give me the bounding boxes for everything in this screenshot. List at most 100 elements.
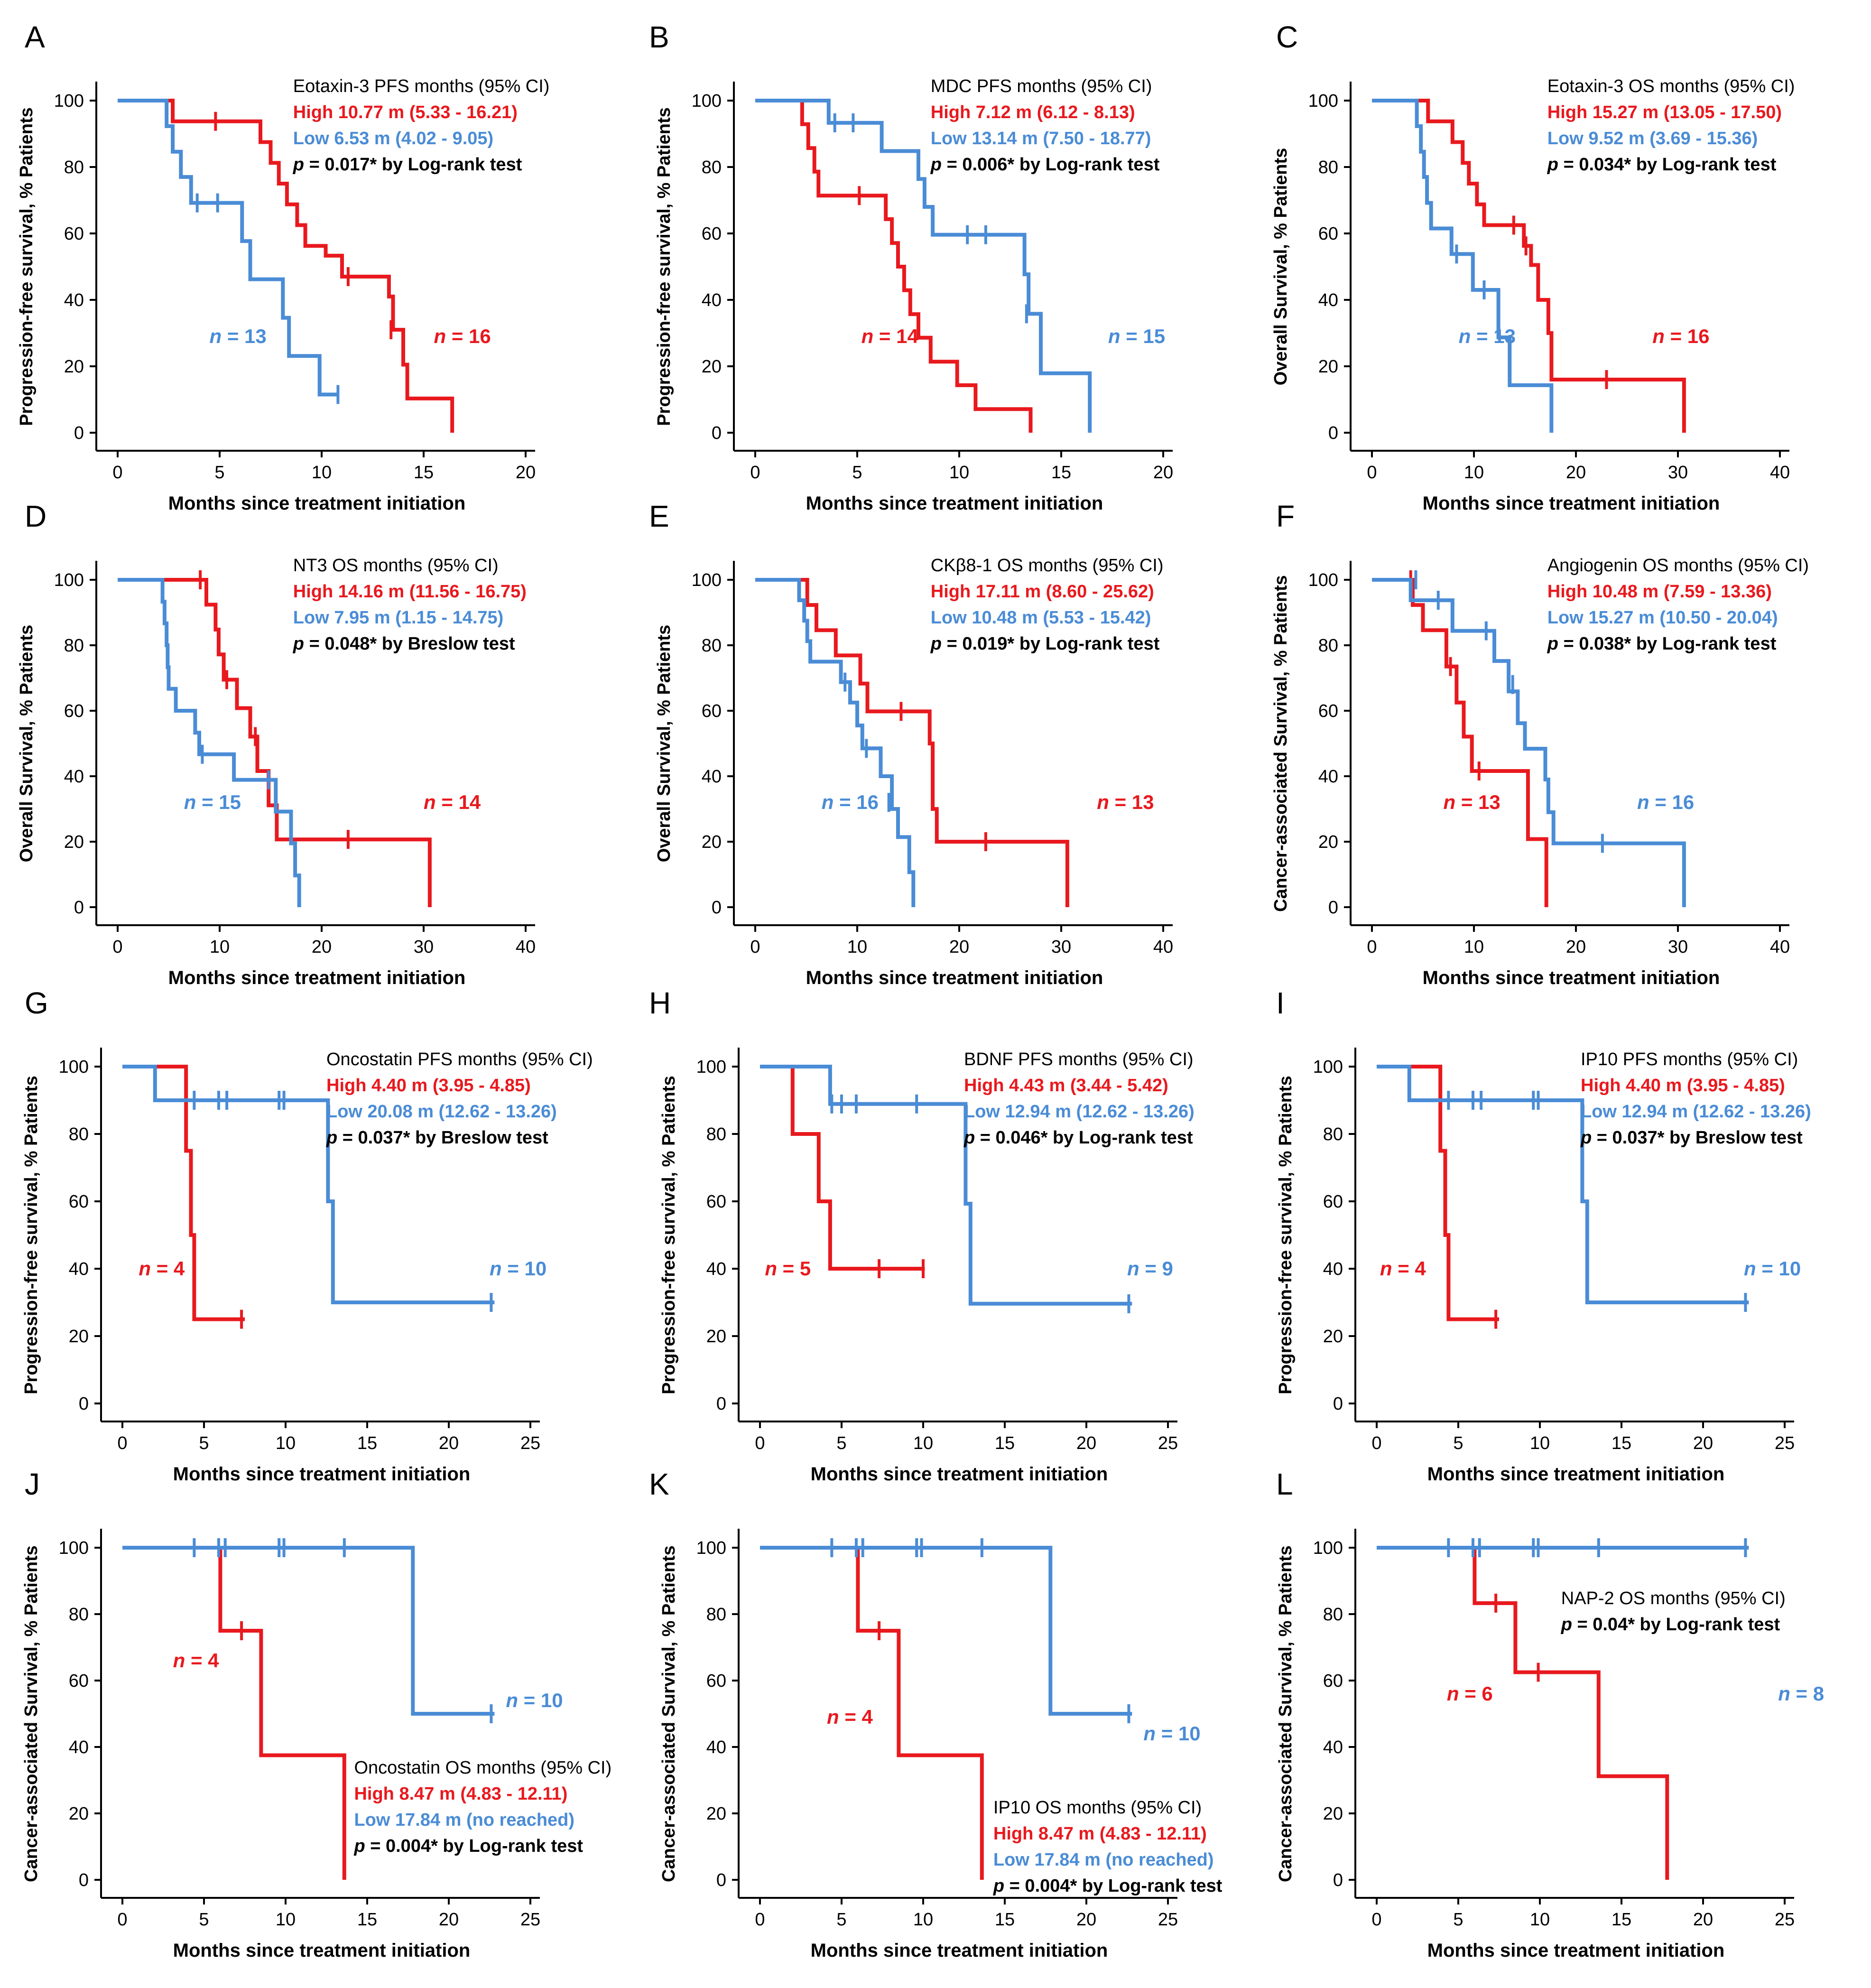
p-value-text: p = 0.019* by Log-rank test: [930, 634, 1160, 654]
n-symbol: n: [1778, 1682, 1790, 1705]
n-label-low: n = 10: [506, 1689, 563, 1711]
median-low: Low 17.84 m (no reached): [993, 1850, 1214, 1870]
n-symbol: n: [1108, 325, 1121, 347]
n-label-low: n = 13: [1459, 325, 1516, 347]
stats-title: Oncostatin OS months (95% CI): [354, 1758, 611, 1778]
km-curve-high: [118, 578, 432, 907]
x-tick-label: 15: [1612, 1433, 1631, 1453]
y-tick-label: 20: [706, 1327, 726, 1347]
panel-c: C 0 20 40 60 80 100 0 10 20 30 40 Months since treat…: [1271, 20, 1795, 514]
n-symbol: n: [1447, 1682, 1459, 1705]
median-high: High 14.16 m (11.56 - 16.75): [293, 582, 527, 602]
y-tick-label: 80: [64, 636, 84, 656]
n-label-high: n = 4: [173, 1649, 220, 1672]
p-value: = 0.004* by Log-rank test: [1004, 1876, 1223, 1896]
y-tick-label: 60: [1318, 224, 1338, 244]
y-tick-label: 0: [74, 898, 84, 918]
n-label-high: n = 16: [434, 325, 491, 347]
x-tick-label: 20: [1076, 1910, 1096, 1930]
y-tick-label: 20: [702, 357, 722, 377]
p-value-text: p = 0.046* by Log-rank test: [963, 1128, 1193, 1148]
stats-title: Eotaxin-3 OS months (95% CI): [1547, 76, 1795, 96]
n-label-low: n = 16: [1637, 791, 1694, 813]
median-high: High 8.47 m (4.83 - 12.11): [354, 1784, 567, 1804]
x-axis-label: Months since treatment initiation: [1427, 1464, 1725, 1485]
stats-title: Angiogenin OS months (95% CI): [1547, 556, 1809, 576]
stats-title: NAP-2 OS months (95% CI): [1561, 1589, 1786, 1608]
y-tick-label: 100: [692, 570, 722, 590]
median-low: Low 20.08 m (12.62 - 13.26): [326, 1102, 557, 1122]
x-tick-label: 40: [1770, 463, 1790, 483]
median-low: Low 10.48 m (5.53 - 15.42): [931, 608, 1151, 628]
p-value: = 0.017* by Log-rank test: [304, 155, 522, 175]
y-axis-label: Progression-free survival, % Patients: [17, 107, 37, 426]
x-tick-label: 10: [276, 1910, 296, 1930]
y-tick-label: 40: [702, 290, 722, 310]
y-tick-label: 0: [716, 1870, 726, 1890]
n-symbol: n: [827, 1706, 839, 1728]
x-tick-label: 20: [1566, 463, 1586, 483]
p-symbol: p: [293, 155, 304, 175]
y-axis-label: Progression-free survival, % Patients: [659, 1076, 679, 1394]
y-tick-label: 80: [1323, 1124, 1343, 1144]
stats-title: IP10 OS months (95% CI): [993, 1798, 1202, 1818]
p-value-text: p = 0.017* by Log-rank test: [293, 155, 522, 175]
panel-letter: E: [649, 499, 669, 533]
x-tick-label: 5: [199, 1433, 209, 1453]
n-value: = 6: [1459, 1682, 1493, 1705]
x-tick-label: 15: [995, 1910, 1015, 1930]
x-axis-label: Months since treatment initiation: [811, 1940, 1108, 1961]
km-curve-high: [1372, 578, 1548, 907]
y-tick-label: 60: [1323, 1192, 1343, 1212]
median-high: High 15.27 m (13.05 - 17.50): [1547, 102, 1782, 122]
x-tick-label: 15: [357, 1910, 377, 1930]
stats-title: IP10 PFS months (95% CI): [1581, 1050, 1798, 1069]
n-label-low: n = 8: [1778, 1682, 1824, 1705]
stats-title: MDC PFS months (95% CI): [931, 76, 1152, 96]
n-value: = 16: [834, 791, 879, 813]
n-value: = 13: [222, 325, 267, 347]
x-tick-label: 20: [439, 1433, 459, 1453]
y-tick-label: 0: [1333, 1870, 1343, 1890]
y-tick-label: 80: [1323, 1605, 1343, 1625]
y-tick-label: 20: [1318, 832, 1338, 852]
x-tick-label: 10: [312, 463, 332, 483]
km-curve-low: [755, 578, 916, 907]
km-curve-high: [1377, 1065, 1499, 1321]
n-label-low: n = 16: [822, 791, 879, 813]
km-curve-low: [118, 578, 301, 907]
y-tick-label: 60: [64, 701, 84, 721]
x-tick-label: 10: [1530, 1433, 1550, 1453]
median-low: Low 12.94 m (12.62 - 13.26): [1581, 1102, 1811, 1122]
x-tick-label: 30: [1668, 937, 1688, 957]
n-symbol: n: [434, 325, 446, 347]
km-curve-low: [1377, 1065, 1749, 1304]
n-symbol: n: [506, 1689, 518, 1711]
panel-letter: D: [25, 499, 46, 533]
y-tick-label: 80: [702, 636, 722, 656]
y-axis-label: Overall Survival, % Patients: [1271, 148, 1291, 386]
n-label-high: n = 14: [424, 791, 481, 813]
x-tick-label: 25: [1158, 1910, 1178, 1930]
p-value-text: p = 0.004* by Log-rank test: [993, 1876, 1223, 1896]
p-symbol: p: [1547, 155, 1558, 175]
p-value: = 0.034* by Log-rank test: [1558, 155, 1777, 175]
x-tick-label: 20: [1076, 1433, 1096, 1453]
y-tick-label: 40: [706, 1737, 726, 1757]
y-tick-label: 40: [706, 1259, 726, 1279]
x-tick-label: 10: [210, 937, 230, 957]
p-symbol: p: [1547, 634, 1558, 654]
y-tick-label: 80: [69, 1124, 89, 1144]
y-tick-label: 100: [1308, 91, 1338, 111]
n-value: = 10: [1756, 1257, 1801, 1280]
y-tick-label: 20: [1323, 1804, 1343, 1824]
n-label-low: n = 10: [1744, 1257, 1801, 1280]
n-symbol: n: [1097, 791, 1109, 813]
x-tick-label: 0: [112, 463, 122, 483]
x-tick-label: 10: [1464, 937, 1484, 957]
x-axis-label: Months since treatment initiation: [806, 493, 1103, 514]
p-symbol: p: [293, 634, 304, 654]
y-tick-label: 80: [64, 158, 84, 177]
x-tick-label: 20: [1153, 463, 1173, 483]
panel-letter: G: [25, 986, 48, 1020]
